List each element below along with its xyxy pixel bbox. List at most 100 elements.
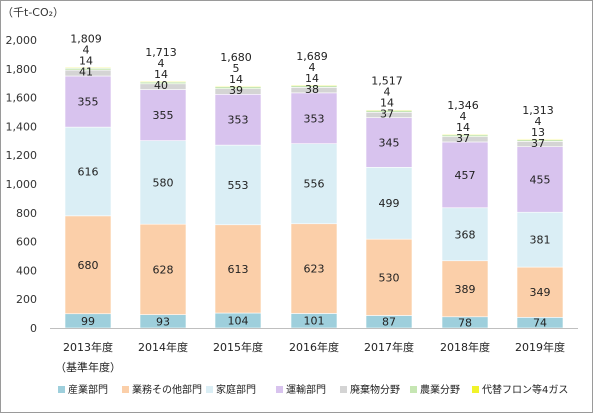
segment-value-label: 4 [83, 44, 90, 57]
bar-segment [516, 146, 564, 213]
segment-value-label: 349 [530, 286, 551, 299]
segment-value-label: 455 [530, 173, 551, 186]
segment-value-label: 104 [228, 315, 249, 328]
total-value-label: 1,809 [70, 33, 102, 46]
segment-value-label: 14 [154, 68, 168, 81]
category-sublabel: （基準年度） [55, 360, 121, 374]
y-tick-label: 400 [16, 264, 37, 277]
segment-value-label: 355 [153, 109, 174, 122]
bar-segment [290, 143, 338, 225]
y-tick-label: 800 [16, 207, 37, 220]
segment-value-label: 381 [530, 234, 551, 247]
legend-swatch [122, 386, 129, 393]
bars [64, 67, 564, 329]
segment-value-label: 345 [379, 136, 400, 149]
data-labels: 99680616355411441,80993628580355401441,7… [70, 33, 554, 330]
segment-value-label: 623 [304, 263, 325, 276]
category-label: 2013年度 [63, 340, 113, 354]
segment-value-label: 40 [154, 79, 168, 92]
segment-value-label: 14 [229, 73, 243, 86]
segment-value-label: 14 [380, 97, 394, 110]
segment-value-label: 14 [456, 121, 470, 134]
segment-value-label: 37 [531, 137, 545, 150]
bar-segment [64, 75, 112, 128]
segment-value-label: 457 [455, 169, 476, 182]
bar-segment [365, 166, 413, 240]
segment-value-label: 553 [228, 179, 249, 192]
segment-value-label: 99 [81, 315, 95, 328]
segment-value-label: 5 [233, 62, 240, 75]
segment-value-label: 4 [535, 115, 542, 128]
legend-swatch [58, 386, 65, 393]
y-tick-label: 1,200 [6, 149, 38, 162]
segment-value-label: 368 [455, 228, 476, 241]
segment-value-label: 37 [380, 108, 394, 121]
legend-swatch [340, 386, 347, 393]
legend-label: 家庭部門 [216, 383, 256, 396]
bar-segment [516, 211, 564, 268]
category-label: 2016年度 [289, 340, 339, 354]
segment-value-label: 4 [158, 57, 165, 70]
segment-value-label: 14 [305, 72, 319, 85]
segment-value-label: 41 [79, 66, 93, 79]
x-axis: 2013年度 （基準年度） 2014年度 2015年度 2016年度 2017年度 2018… [50, 328, 578, 374]
segment-value-label: 39 [229, 84, 243, 97]
category-label: 2014年度 [138, 340, 188, 354]
bar-segment [516, 138, 564, 141]
total-value-label: 1,517 [371, 75, 403, 88]
segment-value-label: 37 [456, 132, 470, 145]
category-label: 2019年度 [515, 340, 565, 354]
segment-value-label: 13 [531, 126, 545, 139]
bar-segment [290, 223, 338, 314]
y-tick-label: 0 [30, 322, 37, 335]
legend-swatch [276, 386, 283, 393]
segment-value-label: 355 [78, 96, 99, 109]
legend-item: 運輸部門 [276, 383, 326, 396]
y-tick-label: 1,800 [6, 63, 38, 76]
bar-segment [516, 266, 564, 318]
legend-label: 代替フロン等4ガス [482, 383, 568, 396]
segment-value-label: 101 [304, 315, 325, 328]
segment-value-label: 580 [153, 176, 174, 189]
y-tick-label: 200 [16, 293, 37, 306]
legend-item: 農業分野 [410, 383, 460, 396]
segment-value-label: 353 [304, 112, 325, 125]
segment-value-label: 530 [379, 271, 400, 284]
legend-item: 産業部門 [58, 383, 108, 396]
total-value-label: 1,713 [145, 46, 177, 59]
unit-label: （千t-CO₂） [2, 6, 64, 19]
segment-value-label: 4 [460, 110, 467, 123]
bar-segment [365, 117, 413, 168]
legend-label: 農業分野 [420, 383, 460, 396]
legend-label: 運輸部門 [286, 383, 326, 396]
bar-segment [441, 260, 489, 318]
segment-value-label: 680 [78, 259, 99, 272]
segment-value-label: 38 [305, 83, 319, 96]
bar-segment [139, 223, 187, 315]
bar-segment [139, 80, 187, 83]
total-value-label: 1,680 [220, 51, 252, 64]
legend-label: 廃棄物分野 [350, 383, 400, 396]
legend-swatch [472, 386, 479, 393]
legend: 産業部門 業務その他部門 家庭部門 運輸部門 廃棄物分野 農業分野 代替フロン等4ガス [58, 383, 568, 396]
segment-value-label: 499 [379, 197, 400, 210]
total-value-label: 1,346 [447, 99, 479, 112]
segment-value-label: 556 [304, 178, 325, 191]
legend-label: 業務その他部門 [132, 383, 202, 396]
y-tick-label: 2,000 [6, 34, 38, 47]
legend-item: 業務その他部門 [122, 383, 202, 396]
category-label: 2017年度 [364, 340, 414, 354]
segment-value-label: 389 [455, 283, 476, 296]
segment-value-label: 613 [228, 263, 249, 276]
bar-segment [365, 238, 413, 316]
bar-segment [214, 85, 262, 88]
bar-segment [214, 224, 262, 314]
legend-item: 家庭部門 [206, 383, 256, 396]
bar-segment [214, 93, 262, 146]
legend-swatch [410, 386, 417, 393]
y-tick-label: 1,600 [6, 92, 38, 105]
category-label: 2018年度 [440, 340, 490, 354]
legend-item: 廃棄物分野 [340, 383, 400, 396]
y-tick-label: 1,000 [6, 178, 38, 191]
